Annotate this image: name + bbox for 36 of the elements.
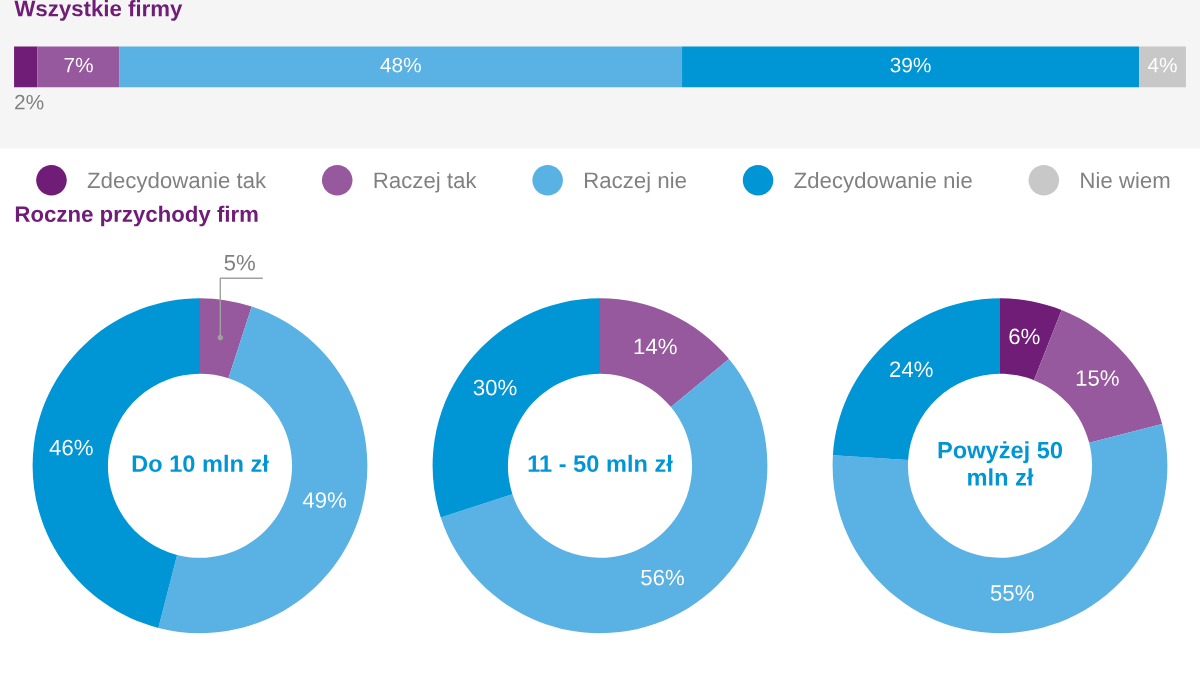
data-label: 15% (1076, 370, 1119, 386)
donut-slice (432, 298, 600, 518)
data-label: 48% (380, 57, 421, 73)
donut-slice (32, 298, 200, 628)
data-label: 49% (302, 492, 347, 508)
text: Powyżej 50 mln zł (938, 441, 1063, 486)
bar (682, 46, 1140, 88)
donut-slice (440, 359, 768, 634)
chart-title: Wszystkie firmy (14, 0, 183, 21)
legend-label: Nie wiem (1081, 171, 1170, 189)
data-label: 55% (990, 585, 1034, 601)
bar (37, 46, 120, 88)
legend-label: Zdecydowanie nie (794, 171, 972, 193)
data-label: 24% (890, 361, 933, 378)
donut-slice (832, 424, 1168, 634)
data-label: 7% (64, 57, 93, 73)
data-label: 2% (15, 94, 44, 110)
data-label: 5% (224, 254, 255, 271)
legend-label: Raczej nie (585, 171, 686, 193)
data-label: 46% (49, 439, 93, 456)
data-label: 6% (1009, 328, 1040, 345)
legend-label: Raczej tak (374, 171, 477, 193)
chart-subtitle: Roczne przychody firm (15, 205, 258, 227)
text: 11 - 50 mln zł (528, 454, 673, 473)
donut-slice (600, 298, 729, 408)
data-label: 30% (473, 379, 517, 396)
bar (14, 46, 38, 88)
bar (1139, 46, 1186, 88)
data-label: 39% (890, 57, 931, 73)
data-label: 14% (634, 338, 677, 355)
text: Do 10 mln zł (132, 454, 269, 473)
donut-slice (1000, 298, 1062, 381)
bar (119, 46, 683, 88)
legend-label: Zdecydowanie tak (87, 171, 267, 193)
data-label: 56% (641, 569, 684, 586)
donut-slice (200, 298, 252, 379)
